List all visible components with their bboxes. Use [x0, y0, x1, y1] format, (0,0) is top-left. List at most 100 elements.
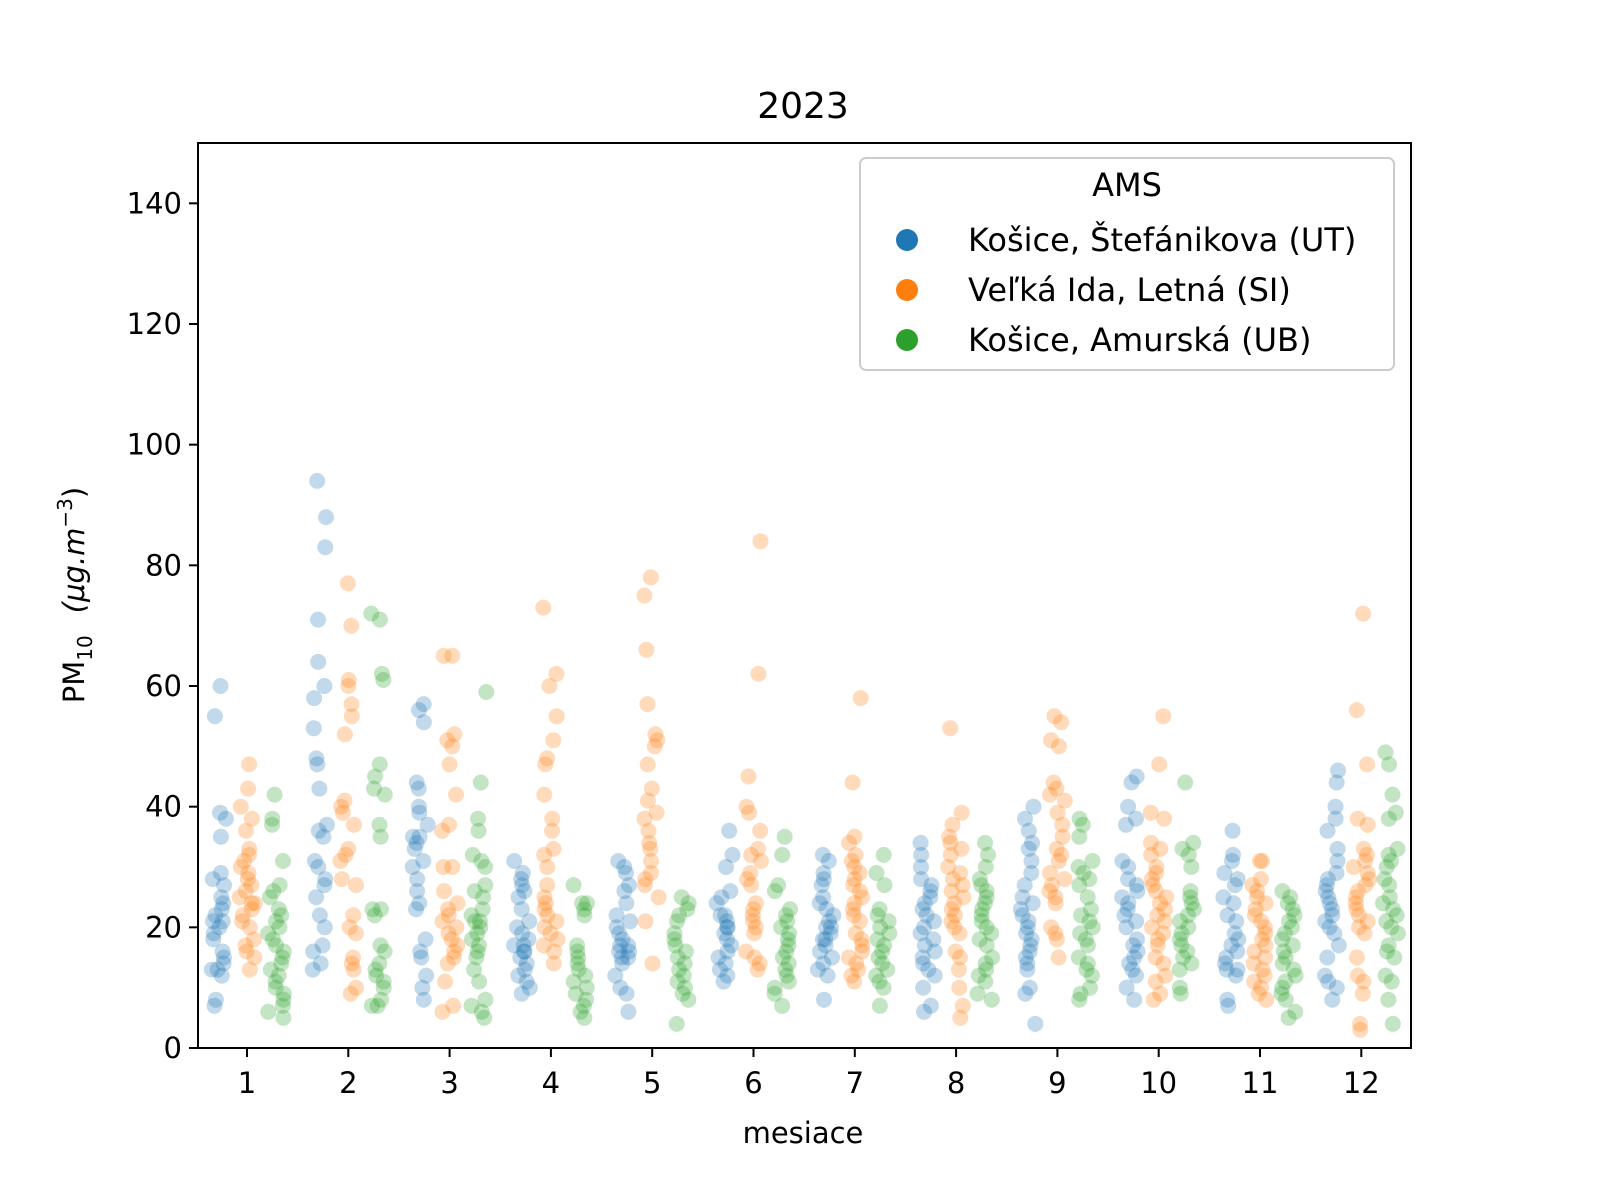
data-point: [1081, 913, 1098, 930]
data-point: [217, 810, 234, 827]
data-point: [611, 925, 628, 942]
data-point: [845, 907, 862, 924]
data-point: [574, 895, 591, 912]
data-point: [973, 907, 990, 924]
data-point: [1281, 913, 1297, 930]
data-point: [506, 853, 523, 869]
data-point: [1330, 937, 1347, 954]
data-point: [545, 955, 562, 972]
data-point: [1047, 925, 1064, 942]
data-point: [874, 955, 891, 972]
data-point: [311, 907, 328, 924]
data-point: [608, 919, 625, 936]
data-point: [1157, 967, 1174, 984]
data-point: [1043, 919, 1060, 936]
data-point: [1126, 991, 1143, 1008]
data-point: [770, 877, 787, 894]
data-point: [316, 877, 333, 894]
data-point: [868, 865, 885, 881]
data-point: [342, 985, 359, 1002]
data-point: [677, 979, 693, 996]
data-point: [821, 913, 837, 930]
data-point: [1180, 919, 1197, 936]
data-point: [920, 961, 937, 978]
series-points: [260, 605, 1406, 1032]
data-point: [983, 991, 1000, 1008]
data-point: [819, 967, 836, 984]
data-point: [779, 913, 796, 930]
data-point: [417, 931, 434, 948]
data-point: [942, 846, 959, 863]
data-point: [1082, 979, 1098, 996]
data-point: [266, 786, 283, 803]
data-point: [1386, 949, 1403, 966]
data-point: [815, 889, 832, 906]
data-point: [207, 991, 224, 1008]
data-point: [1149, 937, 1166, 954]
data-point: [537, 895, 554, 912]
data-point: [445, 997, 462, 1014]
data-point: [667, 937, 684, 954]
data-point: [215, 949, 232, 966]
data-point: [513, 871, 530, 888]
data-point: [1317, 967, 1333, 984]
data-point: [752, 853, 769, 869]
data-point: [549, 931, 566, 948]
data-point: [637, 871, 654, 888]
x-axis: 1 2 3 4 5 6 7 8 9 10 11 12: [238, 1048, 1380, 1100]
data-point: [943, 883, 960, 900]
data-point: [471, 973, 488, 990]
data-point: [1319, 949, 1336, 966]
data-point: [548, 708, 565, 725]
data-point: [372, 828, 389, 845]
y-tick-label: 120: [127, 307, 182, 341]
data-point: [940, 859, 957, 875]
plot-frame: [197, 142, 1412, 1049]
data-point: [872, 919, 889, 936]
data-point: [434, 913, 451, 930]
data-point: [1082, 901, 1099, 918]
data-point: [1152, 985, 1169, 1002]
data-point: [616, 883, 633, 900]
data-point: [1185, 834, 1202, 851]
data-point: [1329, 840, 1346, 857]
data-point: [475, 889, 492, 906]
data-point: [205, 931, 222, 948]
data-point: [466, 961, 482, 978]
data-point: [969, 985, 986, 1002]
data-point: [1114, 889, 1131, 906]
data-point: [774, 997, 791, 1014]
data-point: [343, 955, 360, 972]
data-point: [376, 786, 393, 803]
data-point: [780, 937, 797, 954]
data-point: [1128, 967, 1144, 984]
x-tick-label: 7: [846, 1066, 864, 1100]
data-point: [1024, 834, 1040, 851]
data-point: [977, 955, 994, 972]
data-point: [241, 756, 258, 773]
data-point: [1330, 762, 1346, 779]
data-point: [916, 937, 933, 954]
data-point: [213, 901, 230, 918]
data-point: [234, 907, 251, 924]
data-point: [567, 985, 584, 1002]
data-point: [1119, 901, 1136, 918]
data-point: [1084, 919, 1101, 936]
data-point: [434, 822, 451, 839]
data-point: [869, 931, 886, 948]
data-point: [1079, 937, 1096, 954]
data-point: [1172, 913, 1189, 930]
data-point: [1317, 883, 1334, 900]
data-point: [1383, 973, 1400, 990]
data-point: [545, 840, 562, 857]
data-point: [1018, 925, 1035, 942]
data-point: [774, 846, 791, 863]
data-point: [1070, 859, 1087, 875]
data-point: [1280, 1009, 1297, 1026]
data-point: [916, 1003, 932, 1020]
data-point: [1041, 883, 1058, 900]
data-point: [570, 961, 587, 978]
data-point: [778, 907, 794, 924]
data-point: [446, 949, 462, 966]
data-point: [369, 997, 386, 1014]
